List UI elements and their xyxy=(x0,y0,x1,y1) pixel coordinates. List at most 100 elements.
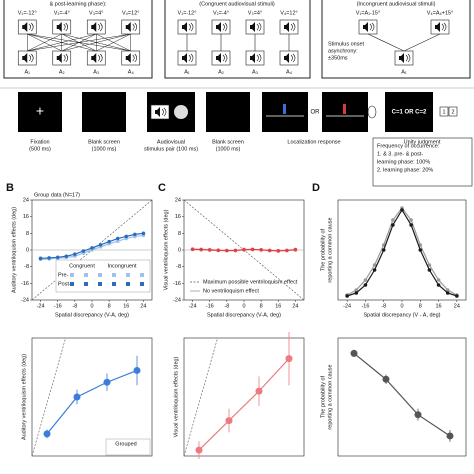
data-point xyxy=(38,256,43,261)
x-tick-label: 16 xyxy=(275,303,281,309)
speaker-wave xyxy=(222,53,228,63)
reference-line xyxy=(183,337,218,457)
x-tick-label: -8 xyxy=(381,303,386,309)
plot-area xyxy=(31,337,153,457)
legend-swatch xyxy=(70,273,74,277)
step-label: Blank screen xyxy=(88,139,120,145)
data-point xyxy=(81,249,86,253)
legend-label: Pre- xyxy=(58,272,69,278)
speaker-cone xyxy=(250,53,255,63)
series-line xyxy=(40,232,144,259)
auditory-label: A₃ xyxy=(252,69,258,75)
y-axis-label: The probability of xyxy=(320,375,326,418)
auditory-label: A₁ xyxy=(184,69,190,75)
speaker-cone xyxy=(363,22,368,32)
y-tick-label: -24 xyxy=(173,297,181,303)
legend-swatch xyxy=(140,282,144,286)
legend-column: Incongruent xyxy=(107,263,137,269)
soa-text: Stimulus onset xyxy=(328,41,365,47)
unity-text: C=1 OR C=2 xyxy=(392,110,427,116)
data-point xyxy=(225,248,229,253)
chart-title: Group data (N=17) xyxy=(34,192,80,198)
data-point xyxy=(414,411,422,419)
y-axis-label: The probability of xyxy=(320,228,326,271)
legend-label: Post- xyxy=(58,281,71,287)
or-text: OR xyxy=(311,110,321,116)
screen xyxy=(82,92,126,132)
soa-text: asynchrony: xyxy=(328,48,358,54)
key-label: 1 xyxy=(442,109,445,115)
data-point xyxy=(409,223,413,227)
frequency-text: learning phase: 100% xyxy=(377,159,430,165)
x-tick-label: 0 xyxy=(400,303,403,309)
timeline: + OR C=1 OR C=2 1 2 Fixation(500 ms) Blank scr… xyxy=(18,92,458,173)
speaker-wave xyxy=(188,53,194,63)
legend-label: Grouped xyxy=(115,441,136,447)
data-point xyxy=(345,294,349,298)
auditory-label: A₃ xyxy=(93,69,99,75)
data-point xyxy=(276,249,281,253)
data-point xyxy=(259,247,263,252)
speaker-cone xyxy=(250,22,255,32)
key xyxy=(448,106,458,117)
legend-label: No ventriloquism effect xyxy=(203,288,259,294)
step-label: Audiovisual xyxy=(157,139,185,145)
y-tick-label: -8 xyxy=(24,264,29,270)
phase-title: & post-learning phase): xyxy=(50,1,107,7)
design-box xyxy=(321,0,471,79)
x-tick-label: -24 xyxy=(189,303,197,309)
speaker-cone xyxy=(399,53,404,63)
data-point xyxy=(409,218,413,222)
speaker-wave xyxy=(132,53,138,63)
incongruent-title: (Incongruent audiovisual stimuli) xyxy=(357,1,436,7)
design-box xyxy=(3,0,153,79)
x-tick-label: 8 xyxy=(108,303,111,309)
data-point xyxy=(400,208,404,212)
y-tick-label: 0 xyxy=(26,247,29,253)
data-point xyxy=(391,223,395,227)
y-axis-label: Visual ventriloquism effects (deg) xyxy=(173,356,179,437)
data-point xyxy=(55,255,60,260)
data-point xyxy=(445,288,450,292)
key-label: 2 xyxy=(451,109,454,115)
legend-swatch xyxy=(70,282,74,286)
step-label: (1000 ms) xyxy=(92,146,117,152)
data-point xyxy=(391,218,395,222)
response-bar xyxy=(283,104,286,114)
speaker-cone xyxy=(216,22,221,32)
data-point xyxy=(133,232,137,237)
x-tick-label: -24 xyxy=(343,303,351,309)
data-point xyxy=(285,248,289,253)
y-tick-label: -16 xyxy=(21,281,29,287)
speaker-cone xyxy=(182,22,187,32)
speaker-wave xyxy=(188,22,194,32)
data-point xyxy=(107,239,111,244)
auditory-label: A₄ xyxy=(128,69,135,75)
frequency-text: 2. learning phase: 20% xyxy=(377,167,433,173)
data-point xyxy=(436,278,441,282)
data-point xyxy=(190,247,195,252)
speaker-wave xyxy=(369,22,375,32)
series-line xyxy=(346,208,458,297)
data-point xyxy=(293,247,298,252)
y-tick-label: 24 xyxy=(23,197,29,203)
y-tick-label: 24 xyxy=(175,197,181,203)
visual-label: V₁=A₁-15° xyxy=(356,10,380,16)
link xyxy=(27,33,131,52)
visual-label: V₄=A₄+15° xyxy=(427,10,454,16)
data-point xyxy=(207,248,212,252)
fixation-cross: + xyxy=(36,103,44,119)
y-axis-label: reporting a common cause xyxy=(327,217,333,282)
auditory-label: A₁ xyxy=(401,69,407,75)
response-bar xyxy=(343,104,346,114)
legend-swatch xyxy=(126,282,130,286)
step-label: Fixation xyxy=(30,139,49,145)
data-point xyxy=(98,242,103,247)
x-axis-label: Spatial discrepancy (V-A, deg) xyxy=(207,312,281,318)
data-point xyxy=(133,366,141,374)
data-point xyxy=(363,283,368,287)
speaker-cone xyxy=(435,22,440,32)
series-line xyxy=(346,207,458,296)
y-tick-label: -8 xyxy=(176,264,181,270)
step-label: Unity judgment xyxy=(404,139,441,145)
